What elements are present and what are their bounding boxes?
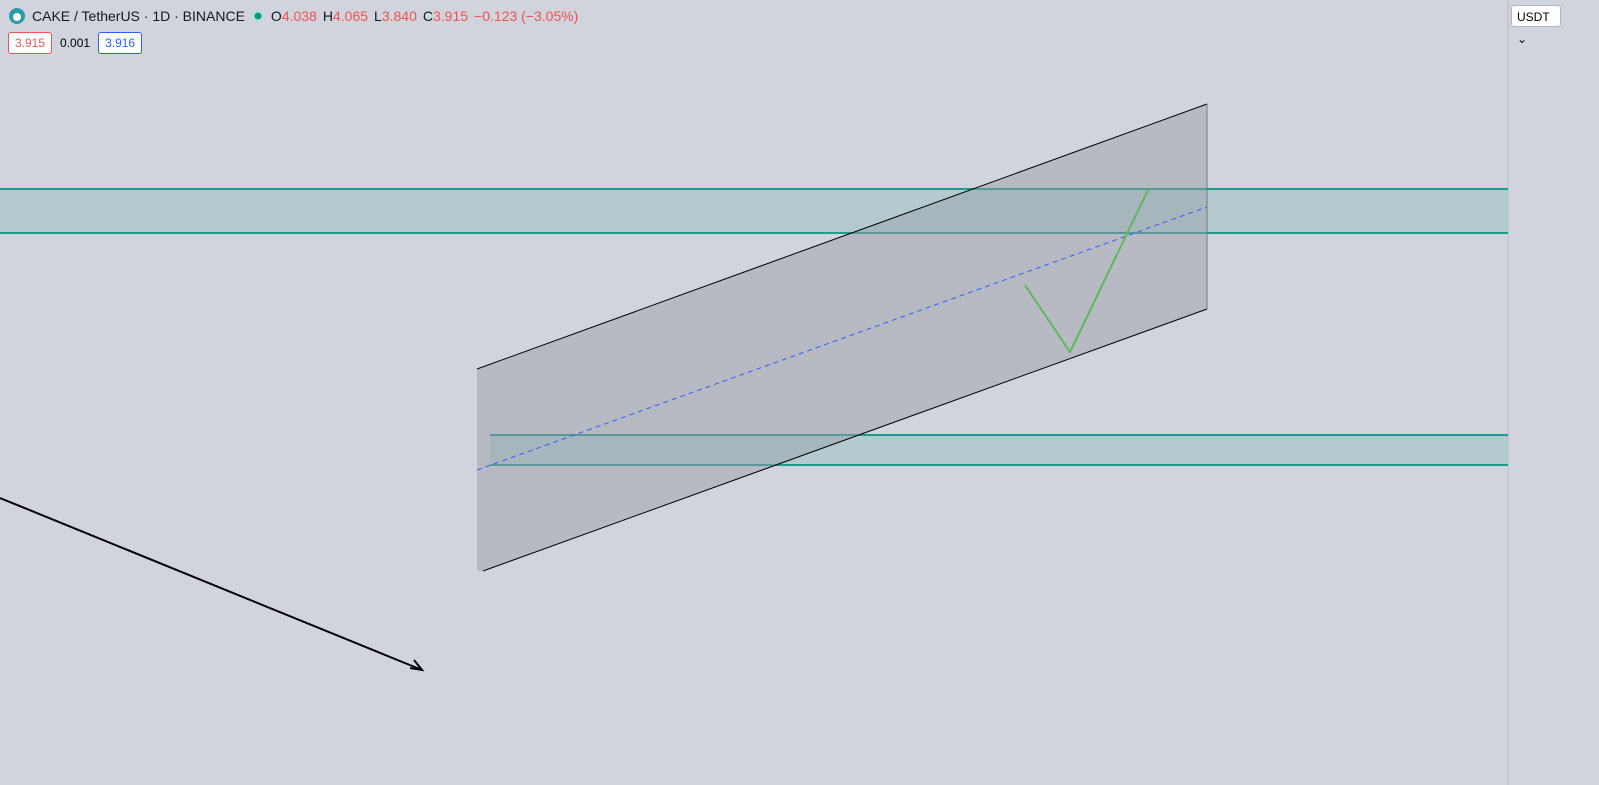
currency: USDT [1517, 10, 1550, 24]
ohlc-value: 4.065 [332, 8, 369, 24]
ohlc-value: 3.840 [381, 8, 417, 24]
trendline [0, 497, 423, 671]
legend: CAKE / TetherUS · 1D · BINANCE O4.038 H4… [8, 7, 578, 25]
channel-lower [482, 308, 1208, 572]
bid-ask: 3.915 0.001 3.916 [8, 32, 143, 54]
ohlc-key: L [374, 8, 382, 24]
ohlc-key: C [422, 8, 433, 24]
channel-fill [477, 104, 1207, 571]
status-dot [251, 10, 264, 22]
projection-path [1024, 189, 1149, 355]
buy-button[interactable]: 3.916 [98, 32, 143, 54]
ohlc-key: H [322, 8, 333, 24]
price-axis-bg [1508, 0, 1599, 785]
channel-upper [476, 103, 1208, 370]
currency-select[interactable]: USDT ⌄ [1511, 5, 1561, 46]
symbol-title: CAKE / TetherUS · 1D · BINANCE [32, 8, 245, 24]
ohlc-value: 4.038 [281, 8, 317, 24]
spread: 0.001 [60, 36, 91, 50]
ohlc-key: O [270, 8, 282, 24]
ohlc-value: 3.915 [433, 8, 469, 24]
sell-button[interactable]: 3.915 [8, 32, 53, 54]
support-zone [490, 435, 1508, 465]
arrow-head [409, 659, 425, 672]
resistance-zone [0, 189, 1508, 233]
symbol-icon [9, 8, 25, 24]
change: −0.123 (−3.05%) [474, 8, 579, 24]
channel-mid [476, 206, 1208, 471]
